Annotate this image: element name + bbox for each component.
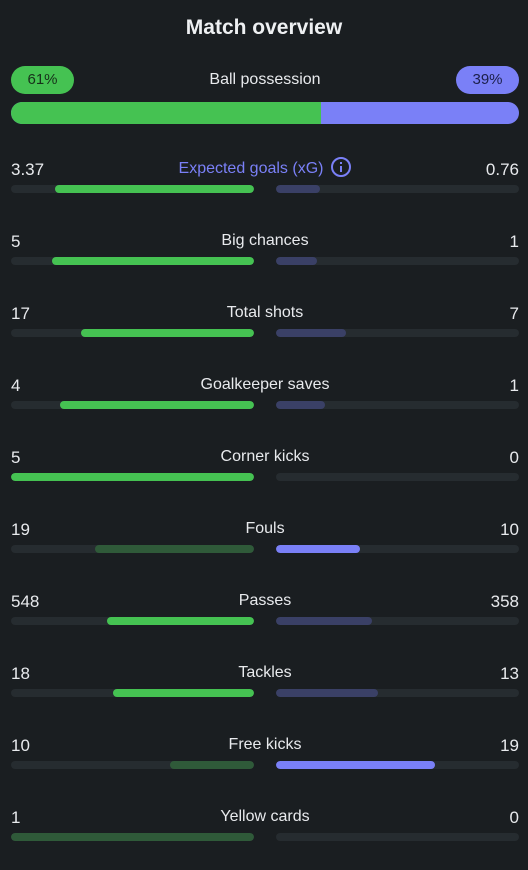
stat-away-bar xyxy=(276,689,519,697)
stat-row: 19 Fouls 10 xyxy=(11,520,519,560)
stat-home-bar-fill xyxy=(81,329,254,337)
stat-label: Corner kicks xyxy=(11,448,519,466)
stat-label: Yellow cards xyxy=(11,808,519,826)
stat-row: 18 Tackles 13 xyxy=(11,664,519,704)
stat-label: Free kicks xyxy=(11,736,519,754)
stat-row: 548 Passes 358 xyxy=(11,592,519,632)
stat-away-bar-fill xyxy=(276,761,436,769)
stat-home-bar-fill xyxy=(11,473,254,481)
stat-away-value: 13 xyxy=(500,664,519,683)
stat-away-bar-fill xyxy=(276,329,347,337)
stat-row: 5 Big chances 1 xyxy=(11,232,519,272)
stat-home-bar-fill xyxy=(59,401,254,409)
stat-away-value: 19 xyxy=(500,736,519,755)
stat-home-value: 3.37 xyxy=(11,160,45,179)
stat-label-text: Fouls xyxy=(245,520,285,537)
stat-away-value: 7 xyxy=(509,304,519,323)
stat-row: 3.37 Expected goals (xG) 0.76 xyxy=(11,157,519,200)
stat-home-bar xyxy=(11,617,254,625)
stat-home-bar xyxy=(11,257,254,265)
stat-row: 17 Total shots 7 xyxy=(11,304,519,344)
stat-label-text: Total shots xyxy=(226,304,304,321)
stat-home-bar xyxy=(11,761,254,769)
stat-label-text: Expected goals (xG) xyxy=(178,160,324,177)
stat-home-bar-fill xyxy=(113,689,254,697)
stat-label: Total shots xyxy=(11,304,519,322)
stat-home-bar-fill xyxy=(107,617,254,625)
stat-away-bar xyxy=(276,401,519,409)
away-possession-badge: 39% xyxy=(456,66,519,94)
stat-away-bar xyxy=(276,545,519,553)
stat-home-bar xyxy=(11,473,254,481)
stat-home-bar-fill xyxy=(54,185,254,193)
stat-label-text: Tackles xyxy=(238,664,292,681)
page-title: Match overview xyxy=(185,16,343,39)
stat-home-bar-fill xyxy=(170,761,254,769)
stat-home-value: 5 xyxy=(11,232,21,251)
stat-away-bar xyxy=(276,329,519,337)
stat-home-bar xyxy=(11,401,254,409)
stat-label: Big chances xyxy=(11,232,519,250)
stat-label-text: Yellow cards xyxy=(220,808,310,825)
stat-away-value: 10 xyxy=(500,520,519,539)
stat-label-text: Goalkeeper saves xyxy=(200,376,330,393)
stat-away-bar-fill xyxy=(276,689,379,697)
stat-away-value: 1 xyxy=(509,376,519,395)
stat-home-value: 5 xyxy=(11,448,21,467)
possession-label: Ball possession xyxy=(209,71,321,88)
stat-away-value: 0 xyxy=(509,448,519,467)
stat-away-bar-fill xyxy=(276,617,372,625)
info-icon[interactable] xyxy=(331,157,352,178)
stat-away-value: 0 xyxy=(509,808,519,827)
stat-home-bar-fill xyxy=(94,545,254,553)
stat-row: 4 Goalkeeper saves 1 xyxy=(11,376,519,416)
stat-home-value: 18 xyxy=(11,664,30,683)
stat-home-value: 1 xyxy=(11,808,21,827)
stat-away-bar xyxy=(276,833,519,841)
stat-home-value: 4 xyxy=(11,376,21,395)
stat-home-bar-fill xyxy=(52,257,254,265)
possession-row: 61% Ball possession 39% xyxy=(11,66,519,94)
stat-away-value: 1 xyxy=(509,232,519,251)
possession-bar xyxy=(11,102,519,124)
stat-label[interactable]: Expected goals (xG) xyxy=(11,157,519,178)
stat-home-value: 548 xyxy=(11,592,40,611)
stat-home-bar xyxy=(11,329,254,337)
stat-away-value: 0.76 xyxy=(485,160,519,179)
stat-away-bar-fill xyxy=(276,401,325,409)
stat-home-bar xyxy=(11,833,254,841)
stat-away-bar xyxy=(276,257,519,265)
stat-label-text: Free kicks xyxy=(228,736,302,753)
stat-away-bar xyxy=(276,473,519,481)
stat-home-bar xyxy=(11,185,254,193)
stat-row: 5 Corner kicks 0 xyxy=(11,448,519,488)
stat-home-value: 19 xyxy=(11,520,30,539)
possession-bar-home-fill xyxy=(11,102,321,124)
stat-label: Fouls xyxy=(11,520,519,538)
stat-away-value: 358 xyxy=(490,592,519,611)
stat-away-bar xyxy=(276,761,519,769)
stat-away-bar xyxy=(276,185,519,193)
stat-home-value: 17 xyxy=(11,304,30,323)
stat-away-bar-fill xyxy=(276,257,318,265)
stat-label: Tackles xyxy=(11,664,519,682)
stat-label-text: Corner kicks xyxy=(220,448,310,465)
stat-away-bar xyxy=(276,617,519,625)
stat-away-bar-fill xyxy=(276,545,360,553)
stat-label: Goalkeeper saves xyxy=(11,376,519,394)
home-possession-badge: 61% xyxy=(11,66,74,94)
stat-home-value: 10 xyxy=(11,736,30,755)
stat-row: 10 Free kicks 19 xyxy=(11,736,519,776)
stat-home-bar-fill xyxy=(11,833,254,841)
stat-away-bar-fill xyxy=(276,185,320,193)
stat-label: Passes xyxy=(11,592,519,610)
stat-home-bar xyxy=(11,545,254,553)
stat-label-text: Big chances xyxy=(221,232,309,249)
stat-home-bar xyxy=(11,689,254,697)
stat-row: 1 Yellow cards 0 xyxy=(11,808,519,848)
stat-label-text: Passes xyxy=(238,592,292,609)
